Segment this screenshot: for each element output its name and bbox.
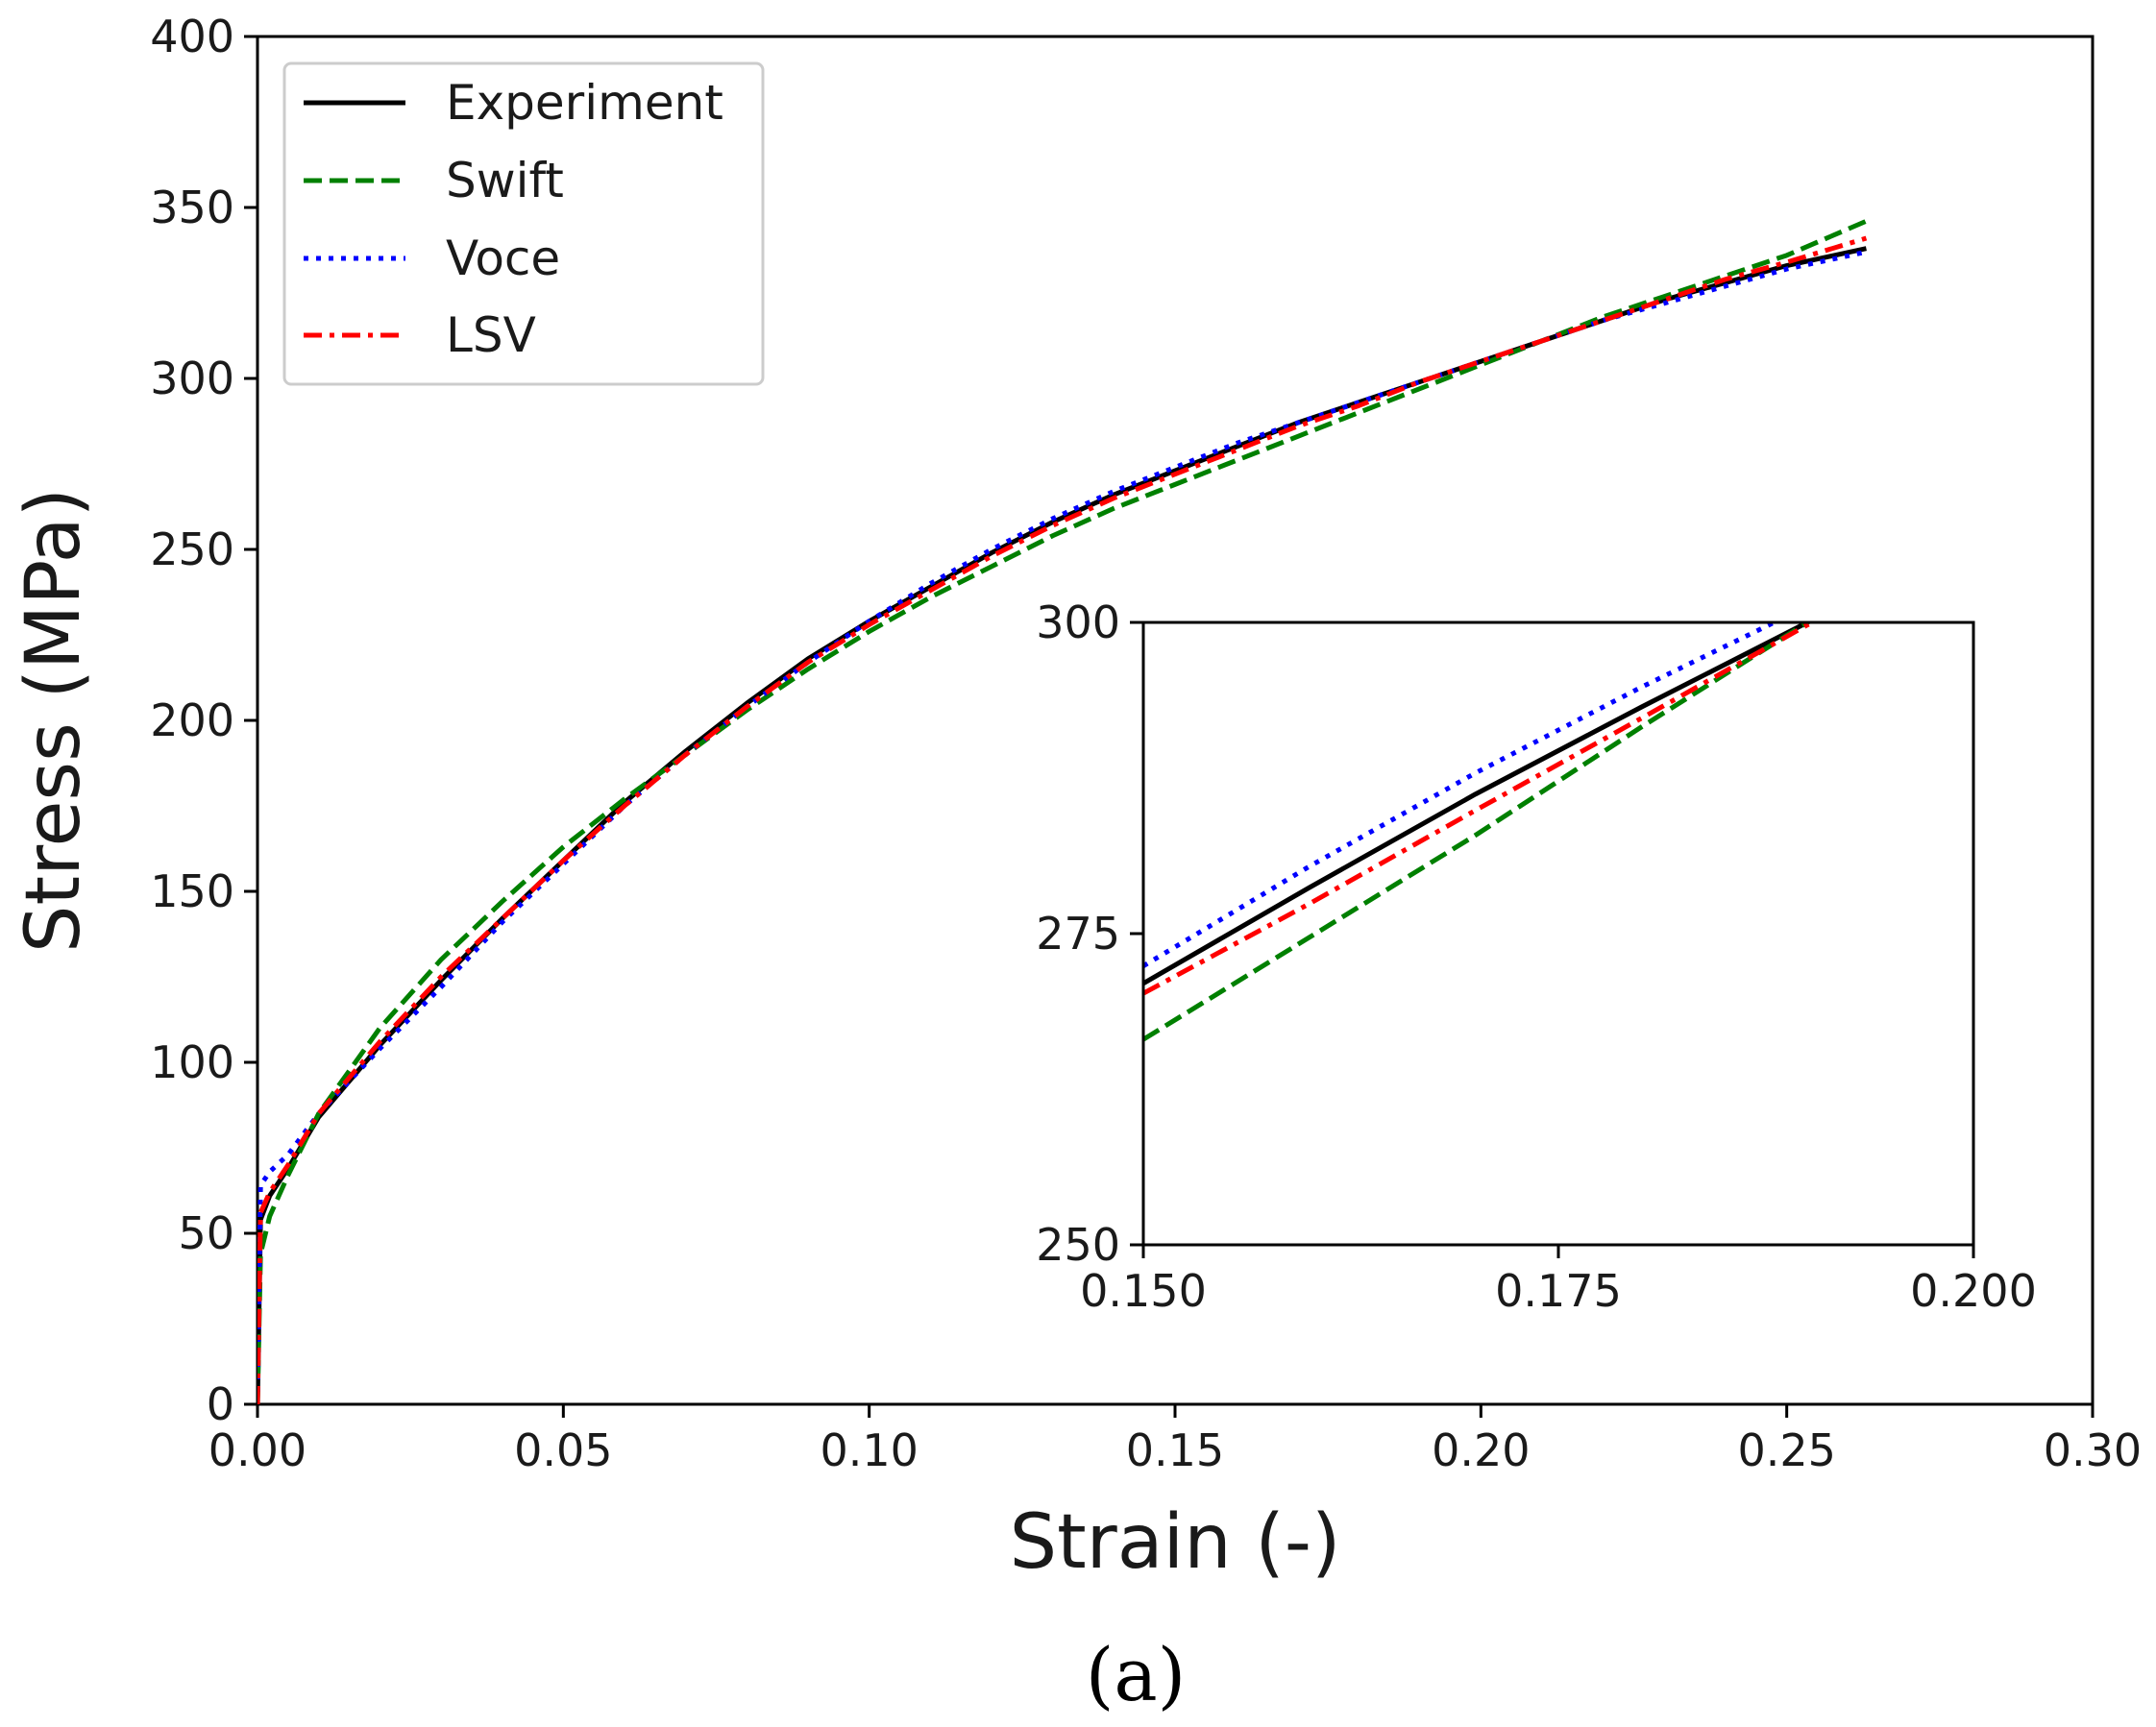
main-x-tick-label: 0.15	[1126, 1424, 1224, 1476]
inset-series-swift	[1143, 622, 1812, 1042]
inset-series-layer	[1143, 622, 1819, 1042]
main-y-tick-label: 400	[150, 11, 234, 62]
main-series-layer	[257, 218, 1868, 1404]
legend-label-voce: Voce	[446, 231, 560, 286]
main-y-tick-label: 300	[150, 353, 234, 404]
legend-box	[282, 61, 765, 386]
legend-item-lsv: LSV	[304, 307, 536, 363]
main-y-tick-label: 250	[150, 523, 234, 575]
y-axis-title: Stress (MPa)	[11, 488, 97, 953]
main-chart: 0.00 0.05 0.10 0.15 0.20 0.25 0.30 0 50 100 150 200…	[11, 11, 2142, 1586]
legend-item-experiment: Experiment	[304, 75, 723, 131]
main-y-tick-label: 0	[207, 1378, 234, 1430]
main-x-tick-label: 0.00	[208, 1424, 306, 1476]
main-y-tick-label: 350	[150, 182, 234, 233]
legend-label-lsv: LSV	[446, 307, 536, 363]
main-x-tick-label: 0.10	[820, 1424, 918, 1476]
main-y-tick-label: 100	[150, 1036, 234, 1088]
main-y-tick-label: 50	[178, 1207, 234, 1259]
main-series-lsv	[257, 235, 1868, 1404]
main-ticks: 0.00 0.05 0.10 0.15 0.20 0.25 0.30 0 50 100 150 200…	[150, 11, 2142, 1476]
inset-plot-background	[1143, 622, 1973, 1245]
main-x-tick-label: 0.05	[514, 1424, 612, 1476]
legend-label-swift: Swift	[446, 153, 564, 208]
main-series-swift	[257, 218, 1868, 1404]
inset-y-tick-label: 250	[1036, 1219, 1120, 1271]
inset-chart: 0.150 0.175 0.200 250 275 300	[1036, 596, 2037, 1317]
inset-x-tick-label: 0.150	[1080, 1265, 1207, 1317]
inset-x-tick-label: 0.200	[1910, 1265, 2037, 1317]
main-x-tick-label: 0.30	[2044, 1424, 2142, 1476]
legend: Experiment Swift Voce LSV	[282, 61, 765, 386]
legend-item-swift: Swift	[304, 153, 564, 208]
legend-item-voce: Voce	[304, 231, 560, 286]
inset-ticks: 0.150 0.175 0.200 250 275 300	[1036, 596, 2037, 1317]
main-x-tick-label: 0.20	[1432, 1424, 1530, 1476]
inset-series-voce	[1143, 622, 1780, 968]
panel-caption: (a)	[1086, 1632, 1187, 1717]
inset-series-experiment	[1143, 622, 1813, 986]
inset-y-tick-label: 275	[1036, 908, 1120, 960]
inset-x-tick-label: 0.175	[1495, 1265, 1622, 1317]
legend-label-experiment: Experiment	[446, 75, 723, 131]
x-axis-title: Strain (-)	[1010, 1499, 1341, 1586]
main-y-tick-label: 200	[150, 694, 234, 746]
inset-series-lsv	[1143, 622, 1819, 996]
main-x-tick-label: 0.25	[1737, 1424, 1835, 1476]
main-y-tick-label: 150	[150, 865, 234, 917]
inset-y-tick-label: 300	[1036, 596, 1120, 648]
